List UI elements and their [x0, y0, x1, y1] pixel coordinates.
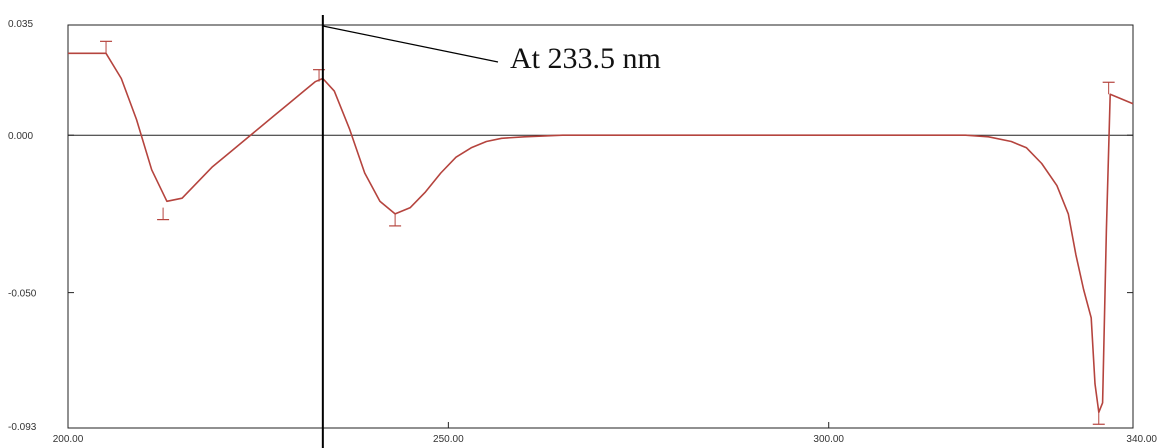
- y-tick-label: 0.000: [8, 131, 33, 142]
- peak-markers: [100, 40, 1115, 425]
- peak-marker: [157, 207, 170, 221]
- y-tick-label: 0.035: [8, 19, 33, 30]
- x-tick-label: 300.00: [813, 434, 844, 445]
- annotation-label: At 233.5 nm: [510, 42, 661, 75]
- spectrum-series-line: [68, 52, 1134, 414]
- x-tick-label: 340.00: [1126, 434, 1157, 445]
- y-axis-ticks: 0.035 0.000 -0.050 -0.093: [8, 19, 1133, 433]
- y-tick-label: -0.050: [8, 289, 37, 300]
- peak-marker: [1092, 412, 1105, 425]
- annotation-leader-line: [322, 25, 499, 63]
- x-tick-label: 200.00: [53, 434, 84, 445]
- peak-marker: [100, 40, 113, 54]
- x-axis-ticks: 200.00 250.00 300.00 340.00: [53, 422, 1157, 445]
- peak-marker: [1102, 81, 1115, 95]
- plot-frame: [67, 24, 1134, 429]
- y-tick-label: -0.093: [8, 422, 37, 433]
- peak-marker: [389, 213, 402, 227]
- x-tick-label: 250.00: [433, 434, 464, 445]
